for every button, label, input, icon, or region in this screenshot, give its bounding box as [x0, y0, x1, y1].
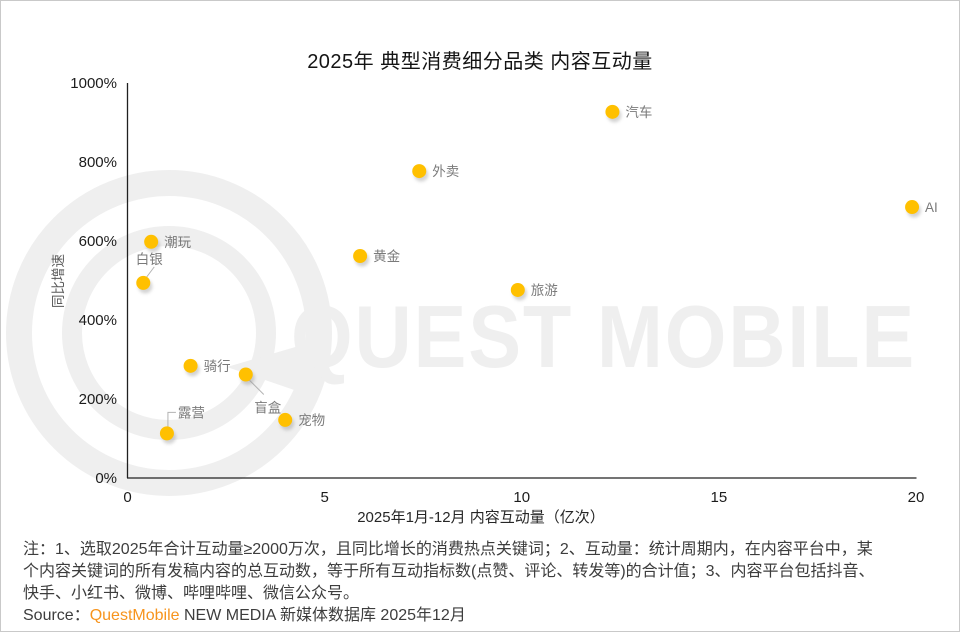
data-point-label: 露营: [178, 405, 205, 420]
x-tick-label: 0: [123, 489, 131, 506]
y-tick-label: 600%: [79, 233, 117, 250]
y-tick-label: 800%: [79, 154, 117, 171]
data-point-label: AI: [925, 200, 938, 215]
leader-line: [167, 411, 176, 431]
note-line-1: 注：1、选取2025年合计互动量≥2000万次，且同比增长的消费热点关键词；2、…: [23, 541, 873, 558]
data-point: [136, 275, 151, 290]
x-axis-title: 2025年1月-12月 内容互动量（亿次）: [357, 509, 605, 526]
scatter-chart: QUEST MOBILE 同比增速 2025年1月-12月 内容互动量（亿次） …: [6, 75, 938, 526]
data-point-label: 外卖: [432, 164, 459, 179]
data-point-label: 白银: [136, 252, 163, 267]
data-point: [238, 367, 253, 382]
axis-ticks: 0% 200% 400% 600% 800% 1000% 0 5 10 15 20: [70, 75, 924, 506]
y-tick-label: 400%: [79, 312, 117, 329]
chart-title: 2025年 典型消费细分品类 内容互动量: [307, 51, 653, 73]
y-tick-label: 200%: [79, 391, 117, 408]
data-point-label: 盲盒: [254, 400, 281, 416]
data-point: [510, 282, 525, 297]
data-point: [353, 249, 368, 264]
questmobile-watermark: QUEST MOBILE: [6, 170, 916, 496]
y-axis-title: 同比增速: [51, 254, 66, 308]
watermark-text: QUEST MOBILE: [291, 287, 916, 386]
data-point-label: 汽车: [625, 104, 652, 120]
source-prefix: Source：: [23, 607, 90, 624]
source-brand: QuestMobile: [89, 607, 180, 624]
data-point-label: 宠物: [298, 413, 325, 428]
source-line: Source：QuestMobile NEW MEDIA 新媒体数据库 2025…: [23, 605, 939, 627]
data-point-label: 潮玩: [164, 235, 191, 250]
data-point: [412, 164, 427, 179]
data-point-label: 骑行: [204, 359, 231, 374]
data-point: [144, 234, 159, 249]
data-point: [183, 358, 198, 373]
note-line-2: 个内容关键词的所有发稿内容的总互动数，等于所有互动指标数(点赞、评论、转发等)的…: [23, 563, 875, 580]
data-point: [159, 426, 174, 441]
data-point: [278, 412, 293, 427]
x-tick-label: 20: [908, 489, 925, 506]
data-point-label: 旅游: [531, 283, 558, 298]
y-tick-label: 1000%: [70, 75, 117, 92]
x-tick-label: 5: [320, 489, 328, 506]
data-point-label: 黄金: [373, 249, 400, 264]
note-line-3: 快手、小红书、微博、哔哩哔哩、微信公众号。: [23, 585, 360, 602]
watermark-logo-outer-ring: [6, 170, 332, 496]
footnotes: 注：1、选取2025年合计互动量≥2000万次，且同比增长的消费热点关键词；2、…: [23, 539, 939, 627]
y-tick-label: 0%: [95, 470, 117, 487]
x-tick-label: 15: [711, 489, 728, 506]
data-point: [605, 104, 620, 119]
data-point: [905, 200, 920, 215]
watermark-logo-tail: [227, 343, 309, 393]
x-tick-label: 10: [513, 489, 530, 506]
source-suffix: NEW MEDIA 新媒体数据库 2025年12月: [179, 607, 466, 624]
